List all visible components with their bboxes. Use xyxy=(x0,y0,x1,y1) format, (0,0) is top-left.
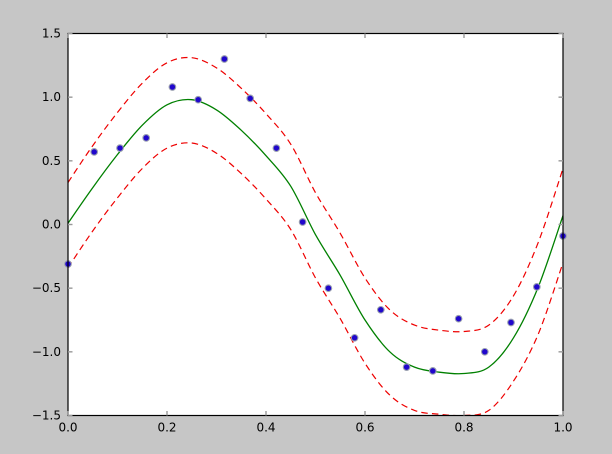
data-point xyxy=(350,333,359,342)
data-point xyxy=(168,83,177,91)
y-tick-label: −1.0 xyxy=(32,345,61,359)
lower-confidence-band xyxy=(68,142,563,416)
x-tick-label: 0.4 xyxy=(256,421,275,435)
y-tick-label: 1.0 xyxy=(42,90,61,104)
data-point xyxy=(454,314,463,323)
data-point xyxy=(116,144,124,152)
x-tick-label: 0.2 xyxy=(157,421,176,435)
data-point xyxy=(532,283,541,291)
y-tick-label: −0.5 xyxy=(32,281,61,295)
y-tick-label: −1.5 xyxy=(32,409,61,423)
data-point xyxy=(428,367,437,375)
data-point xyxy=(480,347,489,356)
x-tick-label: 0.6 xyxy=(355,421,374,435)
y-tick-label: 0.0 xyxy=(42,218,61,232)
data-point xyxy=(376,305,385,314)
data-point xyxy=(272,144,281,152)
x-tick-label: 0.0 xyxy=(58,421,77,435)
y-tick-label: 0.5 xyxy=(42,154,61,168)
data-point xyxy=(402,363,411,371)
x-tick-label: 0.8 xyxy=(454,421,473,435)
upper-confidence-band xyxy=(68,56,563,333)
data-point xyxy=(507,318,515,327)
data-point xyxy=(220,55,229,63)
data-point xyxy=(142,134,151,142)
data-point xyxy=(194,95,203,104)
data-point xyxy=(298,218,307,226)
data-point xyxy=(324,284,333,293)
x-tick-label: 1.0 xyxy=(553,421,572,435)
plot-area xyxy=(68,33,563,416)
y-tick-label: 1.5 xyxy=(42,27,61,41)
data-point xyxy=(90,148,99,156)
data-point xyxy=(246,94,255,103)
fit-line xyxy=(68,98,563,375)
